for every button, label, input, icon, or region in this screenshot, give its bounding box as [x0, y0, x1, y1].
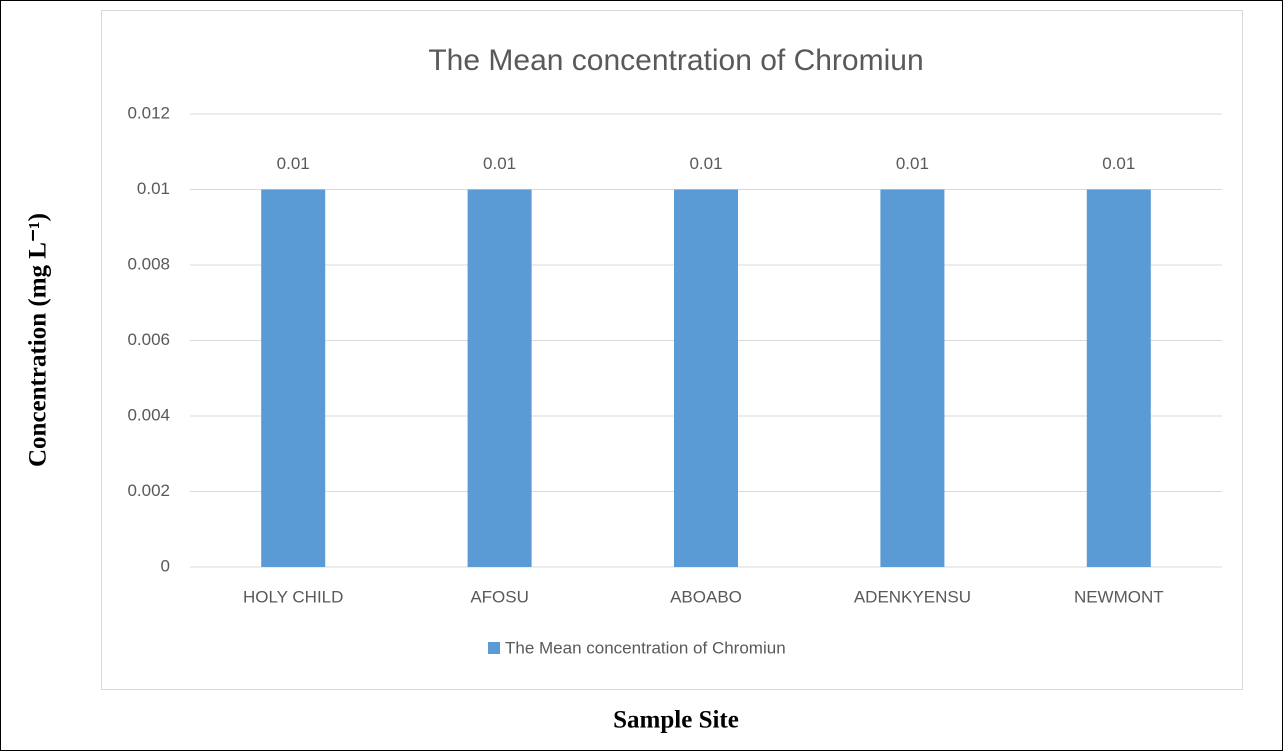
- data-label: 0.01: [483, 154, 516, 173]
- y-tick-label: 0.004: [127, 405, 170, 424]
- y-axis-label: Concentration (mg L⁻¹): [25, 213, 52, 467]
- x-axis-label: Sample Site: [613, 707, 739, 734]
- bar: [674, 189, 738, 567]
- y-tick-label: 0.002: [127, 481, 170, 500]
- x-tick-label: HOLY CHILD: [243, 587, 343, 606]
- data-label: 0.01: [896, 154, 929, 173]
- x-tick-label: ADENKYENSU: [854, 587, 971, 606]
- chart-title: The Mean concentration of Chromiun: [428, 44, 923, 77]
- y-tick-label: 0.01: [137, 179, 170, 198]
- y-tick-label: 0.012: [127, 103, 170, 122]
- data-label: 0.01: [1102, 154, 1135, 173]
- legend-label: The Mean concentration of Chromiun: [505, 638, 786, 657]
- x-tick-label: ABOABO: [670, 587, 742, 606]
- bar: [261, 189, 326, 567]
- data-label: 0.01: [689, 154, 722, 173]
- y-tick-label: 0.006: [127, 330, 170, 349]
- bar: [880, 189, 945, 567]
- x-tick-label: AFOSU: [470, 587, 529, 606]
- x-tick-label: NEWMONT: [1074, 587, 1164, 606]
- bar: [467, 189, 532, 567]
- legend-swatch: [488, 642, 500, 654]
- y-tick-label: 0: [161, 556, 170, 575]
- y-tick-label: 0.008: [127, 254, 170, 273]
- data-label: 0.01: [277, 154, 310, 173]
- bar: [1086, 189, 1151, 567]
